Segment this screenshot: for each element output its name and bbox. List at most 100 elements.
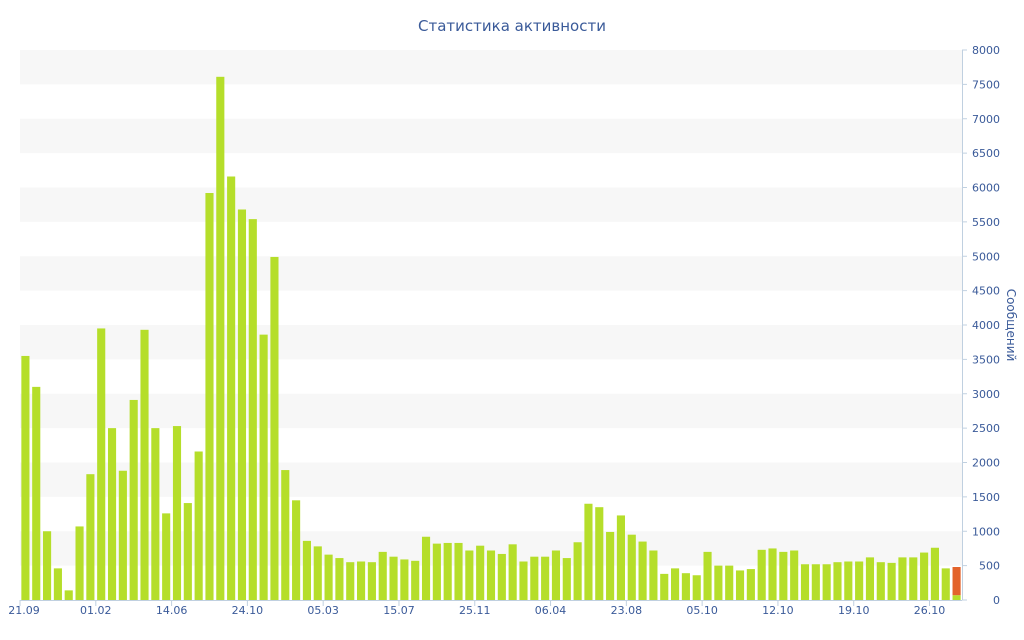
bar-73[interactable] bbox=[811, 564, 820, 600]
x-tick-label: 14.06 bbox=[156, 604, 188, 617]
bar-36[interactable] bbox=[411, 560, 420, 600]
bar-80[interactable] bbox=[887, 562, 896, 600]
bar-85[interactable] bbox=[941, 568, 950, 600]
bar-21[interactable] bbox=[248, 219, 257, 600]
bar-72[interactable] bbox=[800, 564, 810, 600]
bar-49[interactable] bbox=[551, 550, 561, 601]
bar-7[interactable] bbox=[97, 328, 106, 600]
bar-33[interactable] bbox=[378, 551, 387, 600]
bar-2[interactable] bbox=[43, 531, 52, 600]
bar-51[interactable] bbox=[573, 542, 582, 600]
x-tick-label: 05.03 bbox=[307, 604, 339, 617]
bar-31[interactable] bbox=[357, 561, 366, 601]
bar-16[interactable] bbox=[194, 451, 203, 601]
bar-28[interactable] bbox=[324, 554, 333, 600]
bar-20[interactable] bbox=[237, 209, 247, 601]
x-tick-label: 25.11 bbox=[459, 604, 491, 617]
bar-65[interactable] bbox=[725, 565, 734, 600]
bar-77[interactable] bbox=[855, 561, 864, 601]
bar-40[interactable] bbox=[454, 542, 463, 600]
bar-68[interactable] bbox=[757, 549, 766, 600]
x-tick-label: 21.09 bbox=[8, 604, 40, 617]
bar-50[interactable] bbox=[562, 558, 571, 600]
bar-55[interactable] bbox=[616, 515, 625, 600]
bar-13[interactable] bbox=[162, 513, 171, 600]
bar-6[interactable] bbox=[86, 474, 95, 600]
bar-69[interactable] bbox=[768, 548, 777, 600]
bar-0[interactable] bbox=[21, 355, 30, 600]
bar-14[interactable] bbox=[172, 426, 182, 600]
bar-82[interactable] bbox=[909, 557, 918, 600]
bar-64[interactable] bbox=[714, 565, 723, 600]
bar-63[interactable] bbox=[703, 551, 712, 600]
bar-12[interactable] bbox=[151, 428, 160, 600]
bar-60[interactable] bbox=[671, 568, 680, 600]
bar-10[interactable] bbox=[129, 399, 138, 600]
bar-32[interactable] bbox=[367, 562, 376, 600]
bar-9[interactable] bbox=[118, 470, 127, 600]
bar-44[interactable] bbox=[497, 553, 506, 600]
bar-75[interactable] bbox=[833, 562, 842, 600]
bar-19[interactable] bbox=[227, 176, 236, 601]
bar-4[interactable] bbox=[64, 590, 73, 600]
bar-78[interactable] bbox=[865, 557, 875, 600]
bar-26[interactable] bbox=[302, 540, 311, 600]
bar-39[interactable] bbox=[443, 542, 452, 600]
bar-84[interactable] bbox=[930, 547, 939, 600]
bar-70[interactable] bbox=[779, 551, 788, 600]
bar-54[interactable] bbox=[606, 531, 615, 600]
bar-5[interactable] bbox=[75, 526, 84, 600]
bar-43[interactable] bbox=[486, 550, 496, 601]
bar-57[interactable] bbox=[638, 541, 647, 600]
bar-35[interactable] bbox=[400, 559, 409, 600]
bar-41[interactable] bbox=[465, 550, 474, 601]
bar-76[interactable] bbox=[844, 561, 853, 601]
bar-74[interactable] bbox=[822, 564, 831, 600]
bar-30[interactable] bbox=[346, 562, 355, 600]
bar-17[interactable] bbox=[205, 193, 214, 600]
bar-23[interactable] bbox=[270, 256, 279, 600]
bar-24[interactable] bbox=[281, 470, 290, 600]
grid-band bbox=[20, 462, 962, 497]
y-tick-label: 6000 bbox=[972, 182, 1000, 195]
bar-66[interactable] bbox=[735, 570, 745, 600]
bar-62[interactable] bbox=[692, 575, 701, 600]
bar-47[interactable] bbox=[530, 556, 539, 600]
x-tick-label: 06.04 bbox=[535, 604, 567, 617]
bar-25[interactable] bbox=[292, 500, 301, 600]
bar-37[interactable] bbox=[421, 536, 431, 600]
bar-86-s1[interactable] bbox=[952, 567, 961, 596]
x-tick-label: 15.07 bbox=[383, 604, 415, 617]
bar-8[interactable] bbox=[107, 428, 117, 600]
bar-46[interactable] bbox=[519, 561, 528, 601]
bar-52[interactable] bbox=[584, 503, 593, 600]
bar-1[interactable] bbox=[32, 386, 41, 600]
y-tick-label: 2000 bbox=[972, 457, 1000, 470]
bar-53[interactable] bbox=[595, 507, 604, 600]
y-tick-label: 1000 bbox=[972, 525, 1000, 538]
bar-86[interactable] bbox=[952, 595, 961, 600]
bar-11[interactable] bbox=[140, 329, 149, 600]
bar-56[interactable] bbox=[627, 534, 636, 600]
bar-79[interactable] bbox=[876, 562, 885, 600]
bar-59[interactable] bbox=[660, 573, 669, 600]
y-ticks: 0 500 1000 1500 2000 2500 3000 3500 4000 4500 5000… bbox=[962, 44, 1000, 607]
y-tick-label: 7000 bbox=[972, 113, 1000, 126]
bar-22[interactable] bbox=[259, 334, 268, 600]
bar-18[interactable] bbox=[216, 76, 225, 600]
bar-27[interactable] bbox=[313, 546, 322, 600]
bar-45[interactable] bbox=[508, 544, 517, 600]
bar-42[interactable] bbox=[476, 545, 485, 600]
bar-61[interactable] bbox=[681, 573, 690, 600]
bar-83[interactable] bbox=[920, 552, 929, 600]
bar-67[interactable] bbox=[746, 569, 755, 600]
bar-3[interactable] bbox=[53, 568, 62, 600]
bar-34[interactable] bbox=[389, 556, 398, 600]
bar-29[interactable] bbox=[335, 558, 344, 600]
bar-38[interactable] bbox=[432, 543, 441, 600]
bar-71[interactable] bbox=[790, 550, 799, 601]
bar-81[interactable] bbox=[898, 557, 907, 600]
bar-48[interactable] bbox=[541, 556, 550, 600]
bar-15[interactable] bbox=[183, 503, 192, 600]
bar-58[interactable] bbox=[649, 550, 658, 601]
